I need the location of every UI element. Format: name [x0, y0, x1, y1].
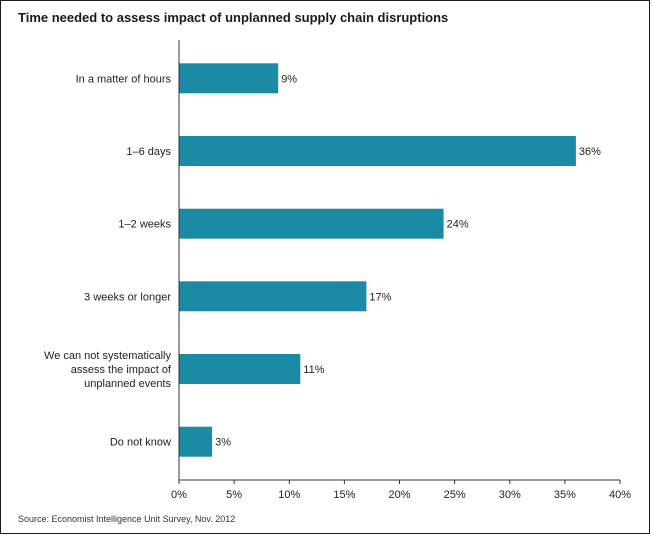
category-label-5: Do not know — [110, 437, 171, 449]
bar-3 — [179, 281, 367, 312]
data-label-2: 24% — [447, 219, 469, 231]
x-tick-label-7: 35% — [554, 489, 576, 501]
data-label-1: 36% — [579, 146, 601, 158]
bar-1 — [179, 136, 576, 166]
bar-2 — [179, 208, 444, 239]
bar-0 — [179, 63, 279, 94]
bars-layer: 9% 36% 24% 17% 11% 3% — [179, 63, 601, 457]
data-label-3: 17% — [369, 291, 391, 303]
x-tick-label-5: 25% — [444, 489, 466, 501]
category-labels-layer: In a matter of hours 1–6 days 1–2 weeks 3 w… — [44, 73, 172, 448]
category-label-3: 3 weeks or longer — [84, 291, 171, 303]
x-tick-label-2: 10% — [278, 489, 300, 501]
x-tick-label-4: 20% — [388, 489, 410, 501]
x-tick-label-6: 30% — [499, 489, 521, 501]
category-label-1: 1–6 days — [126, 146, 171, 158]
category-label-2: 1–2 weeks — [118, 219, 171, 231]
data-label-5: 3% — [215, 437, 231, 449]
data-label-0: 9% — [281, 73, 297, 85]
data-label-4: 11% — [303, 364, 324, 376]
x-tick-label-0: 0% — [171, 489, 187, 501]
x-tick-label-8: 40% — [609, 489, 631, 501]
chart-title: Time needed to assess impact of unplanne… — [18, 10, 449, 25]
bar-5 — [179, 426, 213, 457]
x-tick-label-3: 15% — [333, 489, 355, 501]
bar-4 — [179, 354, 301, 384]
x-tick-label-1: 5% — [226, 489, 242, 501]
source-note: Source: Economist Intelligence Unit Surv… — [18, 514, 236, 524]
x-axis: 0% 5% 10% 15% 20% 25% 30% 35% 40% — [171, 40, 631, 501]
category-label-0: In a matter of hours — [76, 73, 172, 85]
category-label-4: We can not systematically assess the impa… — [44, 350, 172, 390]
